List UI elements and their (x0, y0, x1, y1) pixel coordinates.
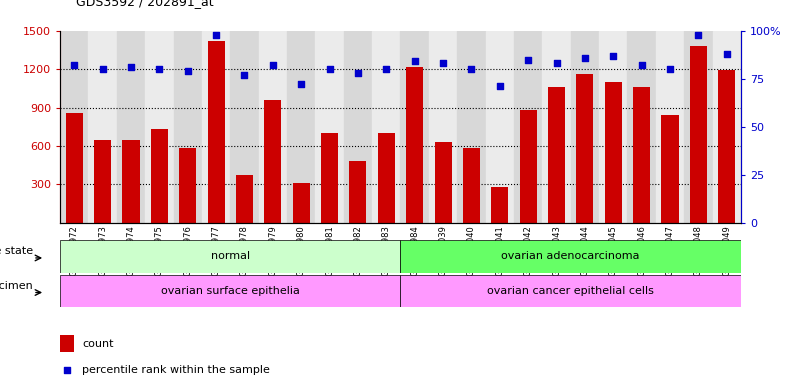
Bar (400, 31, 429, 223)
Point (663, 66, 676, 72)
Point (61, 366, 74, 372)
Bar (570, 31, 599, 223)
Bar (429, 31, 457, 223)
Text: ovarian adenocarcinoma: ovarian adenocarcinoma (501, 251, 640, 262)
Bar (321, 133, 338, 223)
Point (493, 83, 506, 89)
Bar (577, 74, 594, 223)
Bar (349, 161, 366, 223)
Bar (400, 240, 741, 273)
Bar (372, 31, 400, 223)
Bar (344, 31, 372, 223)
Bar (406, 66, 423, 223)
Bar (259, 31, 287, 223)
Point (720, 51, 733, 57)
Point (68, 62, 81, 68)
Point (692, 31, 705, 38)
Point (181, 68, 194, 74)
Point (153, 66, 166, 72)
Bar (485, 31, 514, 223)
Bar (520, 110, 537, 223)
Point (96, 66, 109, 72)
Point (521, 56, 534, 63)
Point (607, 53, 620, 59)
Text: percentile rank within the sample: percentile rank within the sample (82, 364, 270, 375)
Bar (627, 31, 656, 223)
Text: ovarian surface epithelia: ovarian surface epithelia (161, 286, 300, 296)
Point (267, 62, 280, 68)
Bar (514, 31, 542, 223)
Bar (123, 139, 139, 223)
Bar (656, 31, 684, 223)
Bar (179, 149, 196, 223)
Text: ovarian cancer epithelial cells: ovarian cancer epithelial cells (487, 286, 654, 296)
Point (550, 60, 563, 66)
Bar (599, 31, 627, 223)
Bar (605, 82, 622, 223)
Bar (491, 187, 509, 223)
Bar (88, 31, 117, 223)
Bar (60, 240, 400, 273)
Text: specimen: specimen (0, 281, 33, 291)
Point (437, 60, 449, 66)
Point (578, 55, 591, 61)
Bar (457, 31, 485, 223)
Bar (145, 31, 174, 223)
Bar (662, 115, 678, 223)
Bar (117, 31, 145, 223)
Bar (287, 31, 316, 223)
Point (323, 66, 336, 72)
Bar (400, 275, 741, 307)
Bar (151, 129, 168, 223)
Point (409, 58, 421, 65)
Bar (264, 100, 281, 223)
Bar (713, 31, 741, 223)
Bar (684, 31, 713, 223)
Bar (548, 87, 565, 223)
Bar (690, 46, 706, 223)
Bar (434, 142, 452, 223)
Point (635, 62, 648, 68)
Bar (66, 113, 83, 223)
Point (295, 81, 308, 88)
Bar (378, 133, 395, 223)
Text: disease state: disease state (0, 247, 33, 257)
Point (125, 64, 138, 70)
Bar (231, 31, 259, 223)
Bar (463, 149, 480, 223)
Bar (60, 31, 88, 223)
Bar (542, 31, 570, 223)
Point (465, 66, 478, 72)
Bar (236, 175, 253, 223)
Text: count: count (82, 339, 114, 349)
Bar (207, 41, 224, 223)
Bar (174, 31, 202, 223)
Bar (633, 87, 650, 223)
Point (352, 70, 364, 76)
Bar (60, 335, 74, 353)
Point (210, 31, 223, 38)
Point (238, 72, 251, 78)
Bar (316, 31, 344, 223)
Bar (60, 275, 400, 307)
Bar (202, 31, 231, 223)
Text: GDS3592 / 202891_at: GDS3592 / 202891_at (76, 0, 214, 8)
Text: normal: normal (211, 251, 250, 262)
Point (380, 66, 392, 72)
Bar (95, 139, 111, 223)
Bar (292, 183, 310, 223)
Bar (718, 70, 735, 223)
